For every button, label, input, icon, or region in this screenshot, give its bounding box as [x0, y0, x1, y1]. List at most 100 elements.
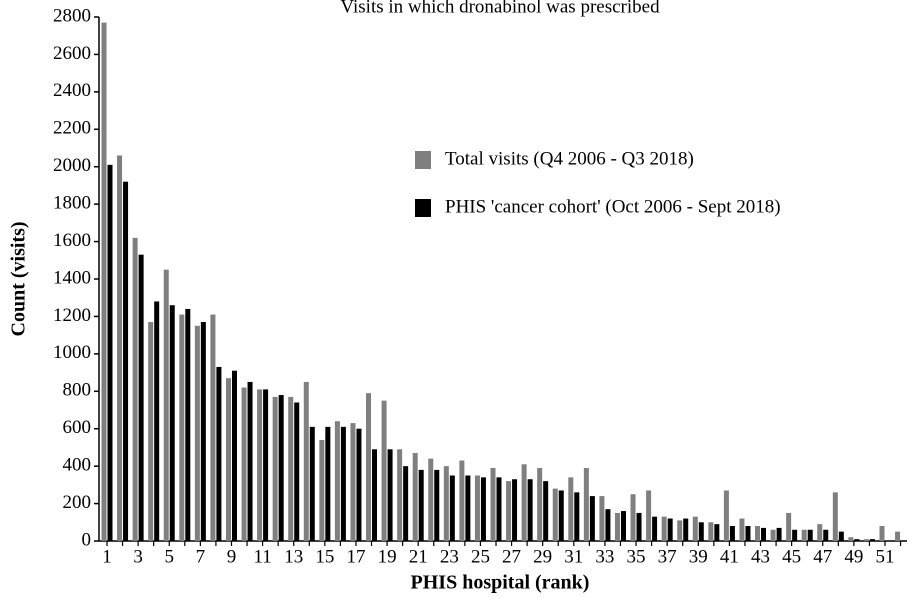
bar [512, 479, 518, 541]
bar [677, 520, 683, 541]
x-tick-label: 9 [227, 546, 237, 567]
bar [667, 518, 673, 541]
bar [132, 237, 138, 542]
x-tick-label: 31 [564, 546, 583, 567]
chart-title: Visits in which dronabinol was prescribe… [340, 0, 660, 17]
bar [381, 400, 387, 541]
bar [614, 512, 620, 541]
bar [474, 475, 480, 541]
x-tick-label: 39 [689, 546, 708, 567]
bar [708, 522, 714, 541]
bar [216, 366, 222, 541]
bar [372, 449, 378, 541]
bar [620, 511, 626, 541]
bar [428, 458, 434, 541]
x-tick-label: 13 [284, 546, 303, 567]
bar [770, 529, 776, 541]
x-tick-label: 23 [440, 546, 459, 567]
bar [636, 512, 642, 541]
y-tick-label: 200 [63, 492, 92, 513]
bar [117, 155, 123, 541]
bar [574, 492, 580, 541]
bar [823, 529, 829, 541]
bar [543, 481, 549, 541]
bar [412, 453, 418, 541]
x-tick-label: 5 [164, 546, 174, 567]
bar [278, 395, 284, 541]
bar [723, 490, 729, 541]
x-tick-label: 29 [533, 546, 552, 567]
x-tick-label: 47 [813, 546, 832, 567]
bar [568, 477, 574, 541]
bar [459, 460, 465, 541]
y-tick-label: 800 [63, 380, 92, 401]
bar [434, 469, 440, 541]
bar [418, 469, 424, 541]
bar [807, 529, 813, 541]
bar [210, 314, 216, 541]
x-tick-label: 49 [844, 546, 863, 567]
x-tick-label: 37 [658, 546, 677, 567]
bar [745, 526, 751, 541]
bar [848, 537, 854, 541]
bar [163, 269, 169, 541]
bar [309, 426, 315, 541]
bar [729, 526, 735, 541]
bar [552, 488, 558, 541]
y-tick-label: 2600 [53, 43, 91, 64]
x-tick-label: 7 [196, 546, 206, 567]
bar [630, 494, 636, 541]
x-tick-label: 51 [876, 546, 895, 567]
bar [263, 389, 269, 541]
bar [506, 481, 512, 541]
bar [692, 516, 698, 541]
y-axis-title: Count (visits) [8, 221, 30, 336]
bar [761, 527, 767, 541]
x-tick-label: 43 [751, 546, 770, 567]
bar [496, 477, 502, 541]
x-tick-label: 33 [595, 546, 614, 567]
bar [154, 301, 160, 541]
bar [683, 518, 689, 541]
bar [832, 492, 838, 541]
legend-label: PHIS 'cancer cohort' (Oct 2006 - Sept 20… [445, 196, 781, 217]
bar [403, 466, 409, 541]
y-tick-label: 1200 [53, 305, 91, 326]
bar [247, 381, 253, 541]
bar [537, 468, 543, 541]
bar [350, 423, 356, 541]
bar [583, 468, 589, 541]
y-tick-label: 0 [82, 529, 92, 550]
bar [786, 512, 792, 541]
bar [340, 426, 346, 541]
bar [231, 370, 237, 541]
bar [319, 439, 325, 541]
bar [366, 393, 372, 541]
bar [107, 164, 113, 542]
bar [854, 539, 860, 541]
bar [646, 490, 652, 541]
x-tick-label: 11 [253, 546, 271, 567]
bar [480, 477, 486, 541]
bar [792, 529, 798, 541]
bar [714, 524, 720, 541]
bar [558, 490, 564, 541]
bar [589, 496, 595, 541]
bar [863, 539, 869, 541]
bar [241, 387, 247, 541]
legend-swatch [415, 151, 431, 169]
bar [123, 181, 129, 541]
y-tick-label: 1800 [53, 193, 91, 214]
bar [334, 421, 340, 541]
bar [288, 396, 294, 541]
bar [490, 468, 496, 541]
bar [169, 305, 175, 541]
y-tick-label: 1400 [53, 267, 91, 288]
bar [801, 529, 807, 541]
bar [294, 402, 300, 541]
bar [449, 475, 455, 541]
bar [605, 509, 611, 541]
y-tick-label: 400 [63, 455, 92, 476]
